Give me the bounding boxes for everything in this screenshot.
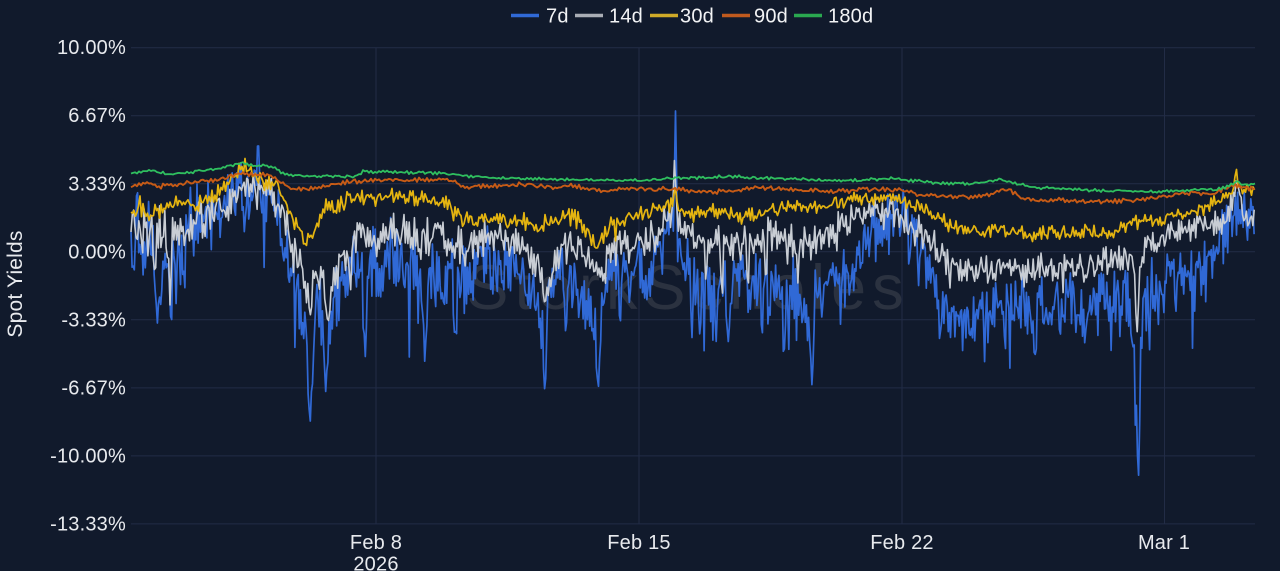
svg-text:30d: 30d [680,6,714,28]
svg-text:Feb 8: Feb 8 [350,532,402,554]
svg-text:2026: 2026 [353,554,398,571]
svg-text:-3.33%: -3.33% [61,309,126,331]
svg-text:-10.00%: -10.00% [50,445,126,467]
svg-text:Feb 22: Feb 22 [870,532,933,554]
svg-text:3.33%: 3.33% [68,173,126,195]
svg-text:6.67%: 6.67% [68,105,126,127]
svg-text:Mar 1: Mar 1 [1138,532,1190,554]
svg-text:-6.67%: -6.67% [61,377,126,399]
svg-text:180d: 180d [828,6,873,28]
svg-text:-13.33%: -13.33% [50,513,126,535]
svg-text:10.00%: 10.00% [57,37,126,59]
svg-text:Feb 15: Feb 15 [607,532,670,554]
svg-text:14d: 14d [609,6,643,28]
svg-text:Spot Yields: Spot Yields [4,230,27,337]
svg-text:0.00%: 0.00% [68,241,126,263]
svg-text:7d: 7d [546,6,569,28]
svg-text:90d: 90d [754,6,788,28]
